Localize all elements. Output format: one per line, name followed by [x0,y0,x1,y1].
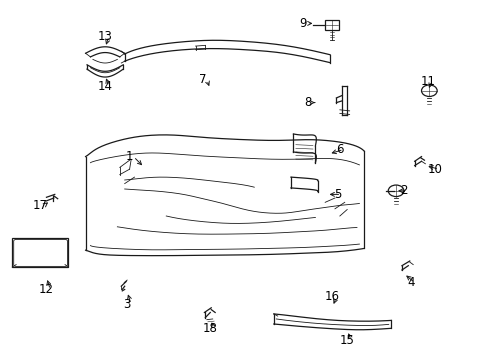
Text: 18: 18 [203,322,217,335]
Circle shape [387,185,403,197]
Circle shape [421,85,436,96]
Text: 9: 9 [299,17,306,30]
FancyBboxPatch shape [12,238,68,267]
Text: 7: 7 [199,73,206,86]
Text: 12: 12 [39,283,54,296]
FancyBboxPatch shape [14,239,67,266]
Text: 17: 17 [33,199,48,212]
Text: 5: 5 [333,188,341,201]
Bar [325,20,338,30]
Text: 10: 10 [427,163,442,176]
Text: 13: 13 [98,30,112,42]
Text: 2: 2 [399,184,407,197]
Text: 15: 15 [339,334,354,347]
Text: 14: 14 [98,80,112,93]
Text: 6: 6 [335,143,343,156]
Text: 16: 16 [325,291,339,303]
Text: 4: 4 [406,276,414,289]
Text: 3: 3 [123,298,131,311]
Text: 11: 11 [420,75,434,87]
Text: 1: 1 [125,150,133,163]
Text: 8: 8 [304,96,311,109]
